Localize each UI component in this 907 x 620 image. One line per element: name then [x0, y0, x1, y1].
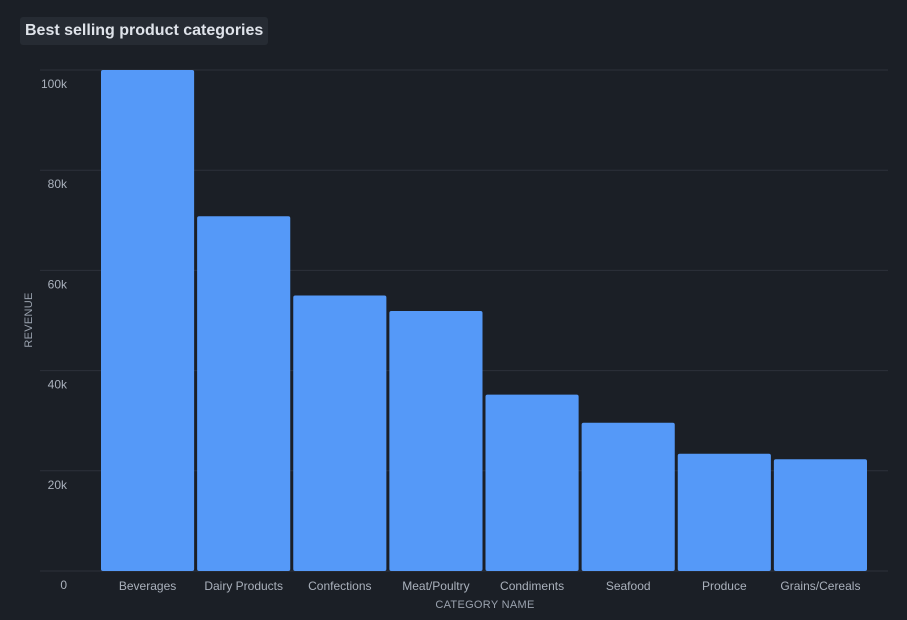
y-tick-labels: 0 20k 40k 60k 80k 100k [41, 77, 68, 592]
x-tick-label: Confections [308, 579, 371, 593]
x-tick-label: Dairy Products [204, 579, 283, 593]
x-tick-label: Meat/Poultry [402, 579, 469, 593]
x-tick-labels: Beverages Dairy Products Confections Meat/P… [119, 579, 861, 593]
x-tick-label: Produce [702, 579, 747, 593]
y-tick-label: 20k [48, 478, 68, 492]
x-tick-label: Seafood [606, 579, 651, 593]
chart-title: Best selling product categories [20, 17, 269, 45]
y-tick-label: 40k [48, 378, 68, 392]
x-axis-label: CATEGORY NAME [435, 599, 534, 611]
y-tick-label: 60k [48, 277, 68, 291]
x-tick-label: Beverages [119, 579, 176, 593]
y-tick-label: 100k [41, 77, 68, 91]
y-axis-label: REVENUE [23, 292, 35, 347]
bar-beverages[interactable] [101, 70, 195, 571]
y-tick-label: 80k [48, 177, 68, 191]
bars [101, 70, 867, 572]
bar-confections[interactable] [293, 295, 387, 571]
bar-condiments[interactable] [485, 394, 579, 571]
bar-meat-poultry[interactable] [389, 310, 483, 571]
bar-grains-cereals[interactable] [773, 459, 867, 571]
x-tick-label: Grains/Cereals [780, 579, 860, 593]
bar-dairy-products[interactable] [197, 216, 291, 572]
x-tick-label: Condiments [500, 579, 564, 593]
y-tick-label: 0 [60, 578, 67, 592]
bar-seafood[interactable] [581, 422, 675, 571]
bar-produce[interactable] [677, 453, 771, 571]
